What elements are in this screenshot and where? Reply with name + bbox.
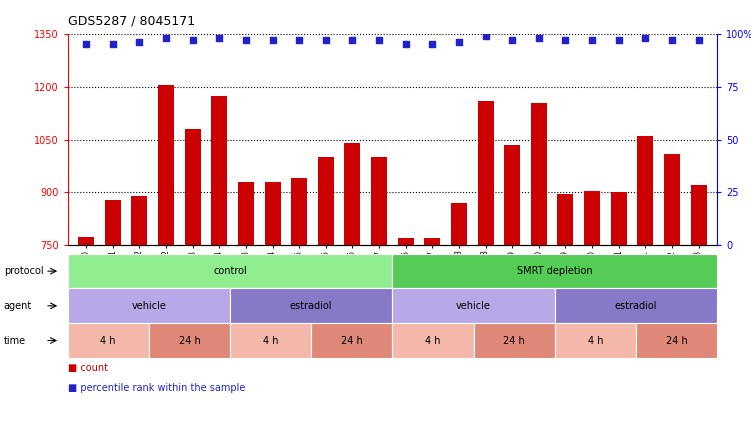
- Text: 24 h: 24 h: [179, 335, 201, 346]
- Text: protocol: protocol: [4, 266, 44, 276]
- Bar: [478, 101, 493, 423]
- Bar: [691, 185, 707, 423]
- Point: [400, 41, 412, 48]
- Text: agent: agent: [4, 301, 32, 311]
- Bar: [451, 203, 467, 423]
- Point: [80, 41, 92, 48]
- Point: [613, 37, 625, 44]
- Text: time: time: [4, 335, 26, 346]
- Point: [160, 35, 172, 41]
- Bar: [78, 236, 94, 423]
- Point: [666, 37, 678, 44]
- Point: [320, 37, 332, 44]
- Point: [532, 35, 544, 41]
- Point: [213, 35, 225, 41]
- Point: [134, 39, 146, 46]
- Point: [187, 37, 199, 44]
- Text: 24 h: 24 h: [503, 335, 525, 346]
- Bar: [291, 179, 307, 423]
- Bar: [504, 145, 520, 423]
- Text: ■ percentile rank within the sample: ■ percentile rank within the sample: [68, 383, 245, 393]
- Bar: [611, 192, 626, 423]
- Text: SMRT depletion: SMRT depletion: [517, 266, 593, 276]
- Point: [559, 37, 572, 44]
- Text: 4 h: 4 h: [587, 335, 603, 346]
- Bar: [238, 182, 254, 423]
- Bar: [424, 238, 440, 423]
- Point: [346, 37, 358, 44]
- Bar: [584, 191, 600, 423]
- Bar: [185, 129, 201, 423]
- Point: [107, 41, 119, 48]
- Point: [480, 33, 492, 39]
- Point: [240, 37, 252, 44]
- Bar: [158, 85, 174, 423]
- Text: vehicle: vehicle: [131, 301, 166, 311]
- Point: [293, 37, 305, 44]
- Point: [586, 37, 598, 44]
- Point: [373, 37, 385, 44]
- Bar: [105, 200, 121, 423]
- Point: [506, 37, 518, 44]
- Bar: [345, 143, 360, 423]
- Bar: [664, 154, 680, 423]
- Text: control: control: [213, 266, 247, 276]
- Bar: [318, 157, 334, 423]
- Text: estradiol: estradiol: [290, 301, 333, 311]
- Point: [427, 41, 439, 48]
- Bar: [211, 96, 228, 423]
- Bar: [398, 238, 414, 423]
- Point: [692, 37, 704, 44]
- Point: [453, 39, 465, 46]
- Text: 24 h: 24 h: [665, 335, 687, 346]
- Point: [639, 35, 651, 41]
- Text: estradiol: estradiol: [615, 301, 657, 311]
- Bar: [131, 196, 147, 423]
- Bar: [557, 194, 574, 423]
- Text: 4 h: 4 h: [425, 335, 441, 346]
- Text: GDS5287 / 8045171: GDS5287 / 8045171: [68, 15, 195, 28]
- Text: 24 h: 24 h: [341, 335, 363, 346]
- Text: vehicle: vehicle: [456, 301, 491, 311]
- Bar: [531, 102, 547, 423]
- Point: [267, 37, 279, 44]
- Text: 4 h: 4 h: [101, 335, 116, 346]
- Bar: [264, 182, 281, 423]
- Bar: [638, 136, 653, 423]
- Text: ■ count: ■ count: [68, 363, 107, 373]
- Bar: [371, 157, 387, 423]
- Text: 4 h: 4 h: [263, 335, 279, 346]
